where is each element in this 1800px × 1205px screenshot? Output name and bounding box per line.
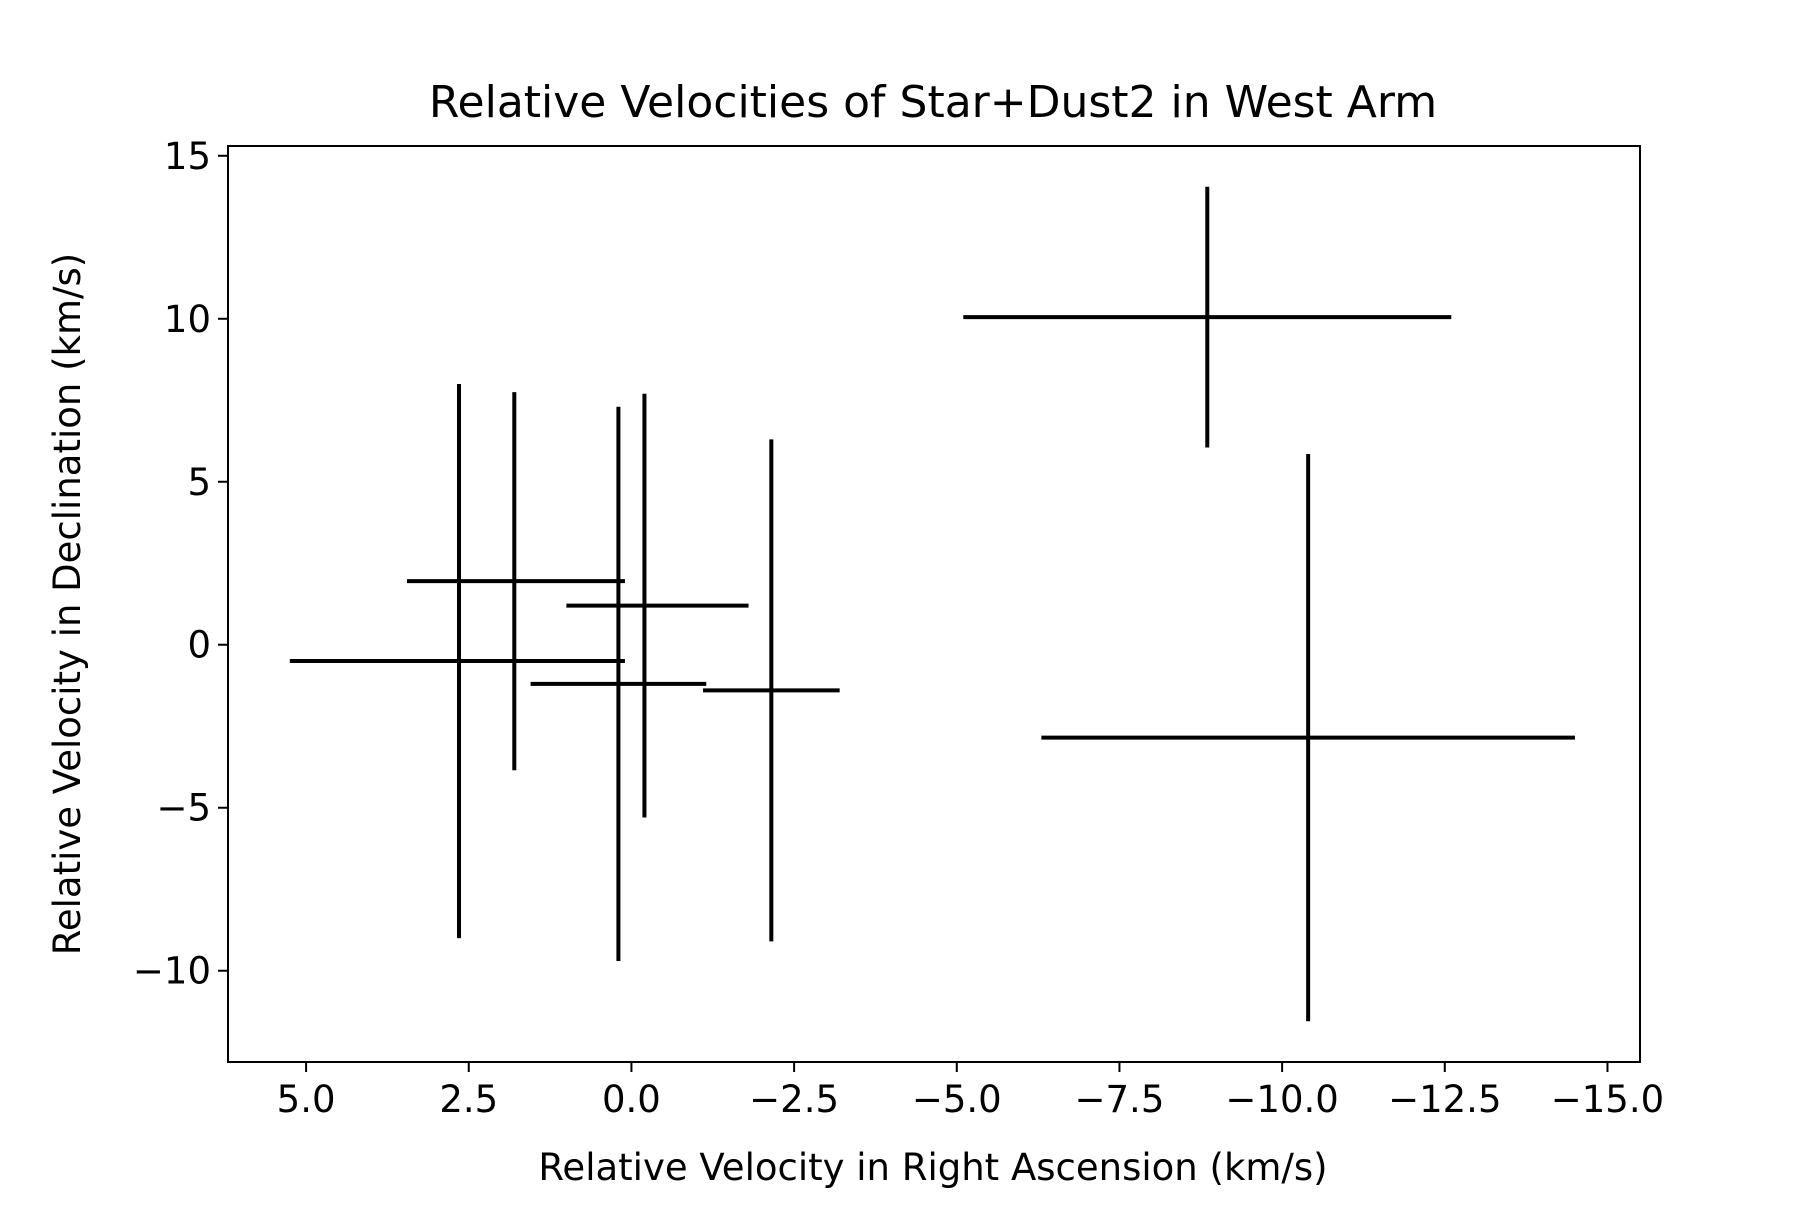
y-tick-label: 5 bbox=[187, 461, 211, 504]
y-tick-label: 0 bbox=[187, 624, 211, 667]
x-tick-label: 5.0 bbox=[277, 1078, 336, 1121]
x-tick-label: −2.5 bbox=[749, 1078, 839, 1121]
x-tick-label: −12.5 bbox=[1388, 1078, 1501, 1121]
x-tick-label: −10.0 bbox=[1225, 1078, 1338, 1121]
x-tick-label: 0.0 bbox=[602, 1078, 661, 1121]
y-tick-label: −5 bbox=[156, 787, 211, 830]
error-bar-point-3 bbox=[530, 406, 707, 961]
error-bar-point-2 bbox=[406, 392, 625, 771]
error-bar-point-6 bbox=[963, 186, 1452, 448]
y-tick-label: 10 bbox=[164, 298, 211, 341]
error-bar-point-7 bbox=[1041, 454, 1575, 1022]
error-bar-point-1 bbox=[289, 383, 625, 939]
error-bar-point-4 bbox=[566, 393, 749, 818]
plot-area bbox=[289, 186, 1575, 1022]
error-bar-point-5 bbox=[703, 439, 840, 942]
y-axis-label: Relative Velocity in Declination (km/s) bbox=[46, 253, 89, 955]
x-axis: 5.0 2.5 0.0 −2.5 −5.0 −7.5 −10.0 −12.5 −15.0 bbox=[277, 1062, 1664, 1121]
x-tick-label: −15.0 bbox=[1551, 1078, 1664, 1121]
chart-title: Relative Velocities of Star+Dust2 in Wes… bbox=[429, 77, 1437, 128]
y-tick-label: −10 bbox=[133, 950, 211, 993]
x-tick-label: −5.0 bbox=[912, 1078, 1002, 1121]
x-tick-label: −7.5 bbox=[1075, 1078, 1165, 1121]
x-axis-label: Relative Velocity in Right Ascension (km… bbox=[538, 1146, 1327, 1189]
y-axis: 15 10 5 0 −5 −10 bbox=[133, 135, 228, 993]
y-tick-label: 15 bbox=[164, 135, 211, 178]
x-tick-label: 2.5 bbox=[439, 1078, 498, 1121]
plot-frame bbox=[227, 145, 1641, 1063]
